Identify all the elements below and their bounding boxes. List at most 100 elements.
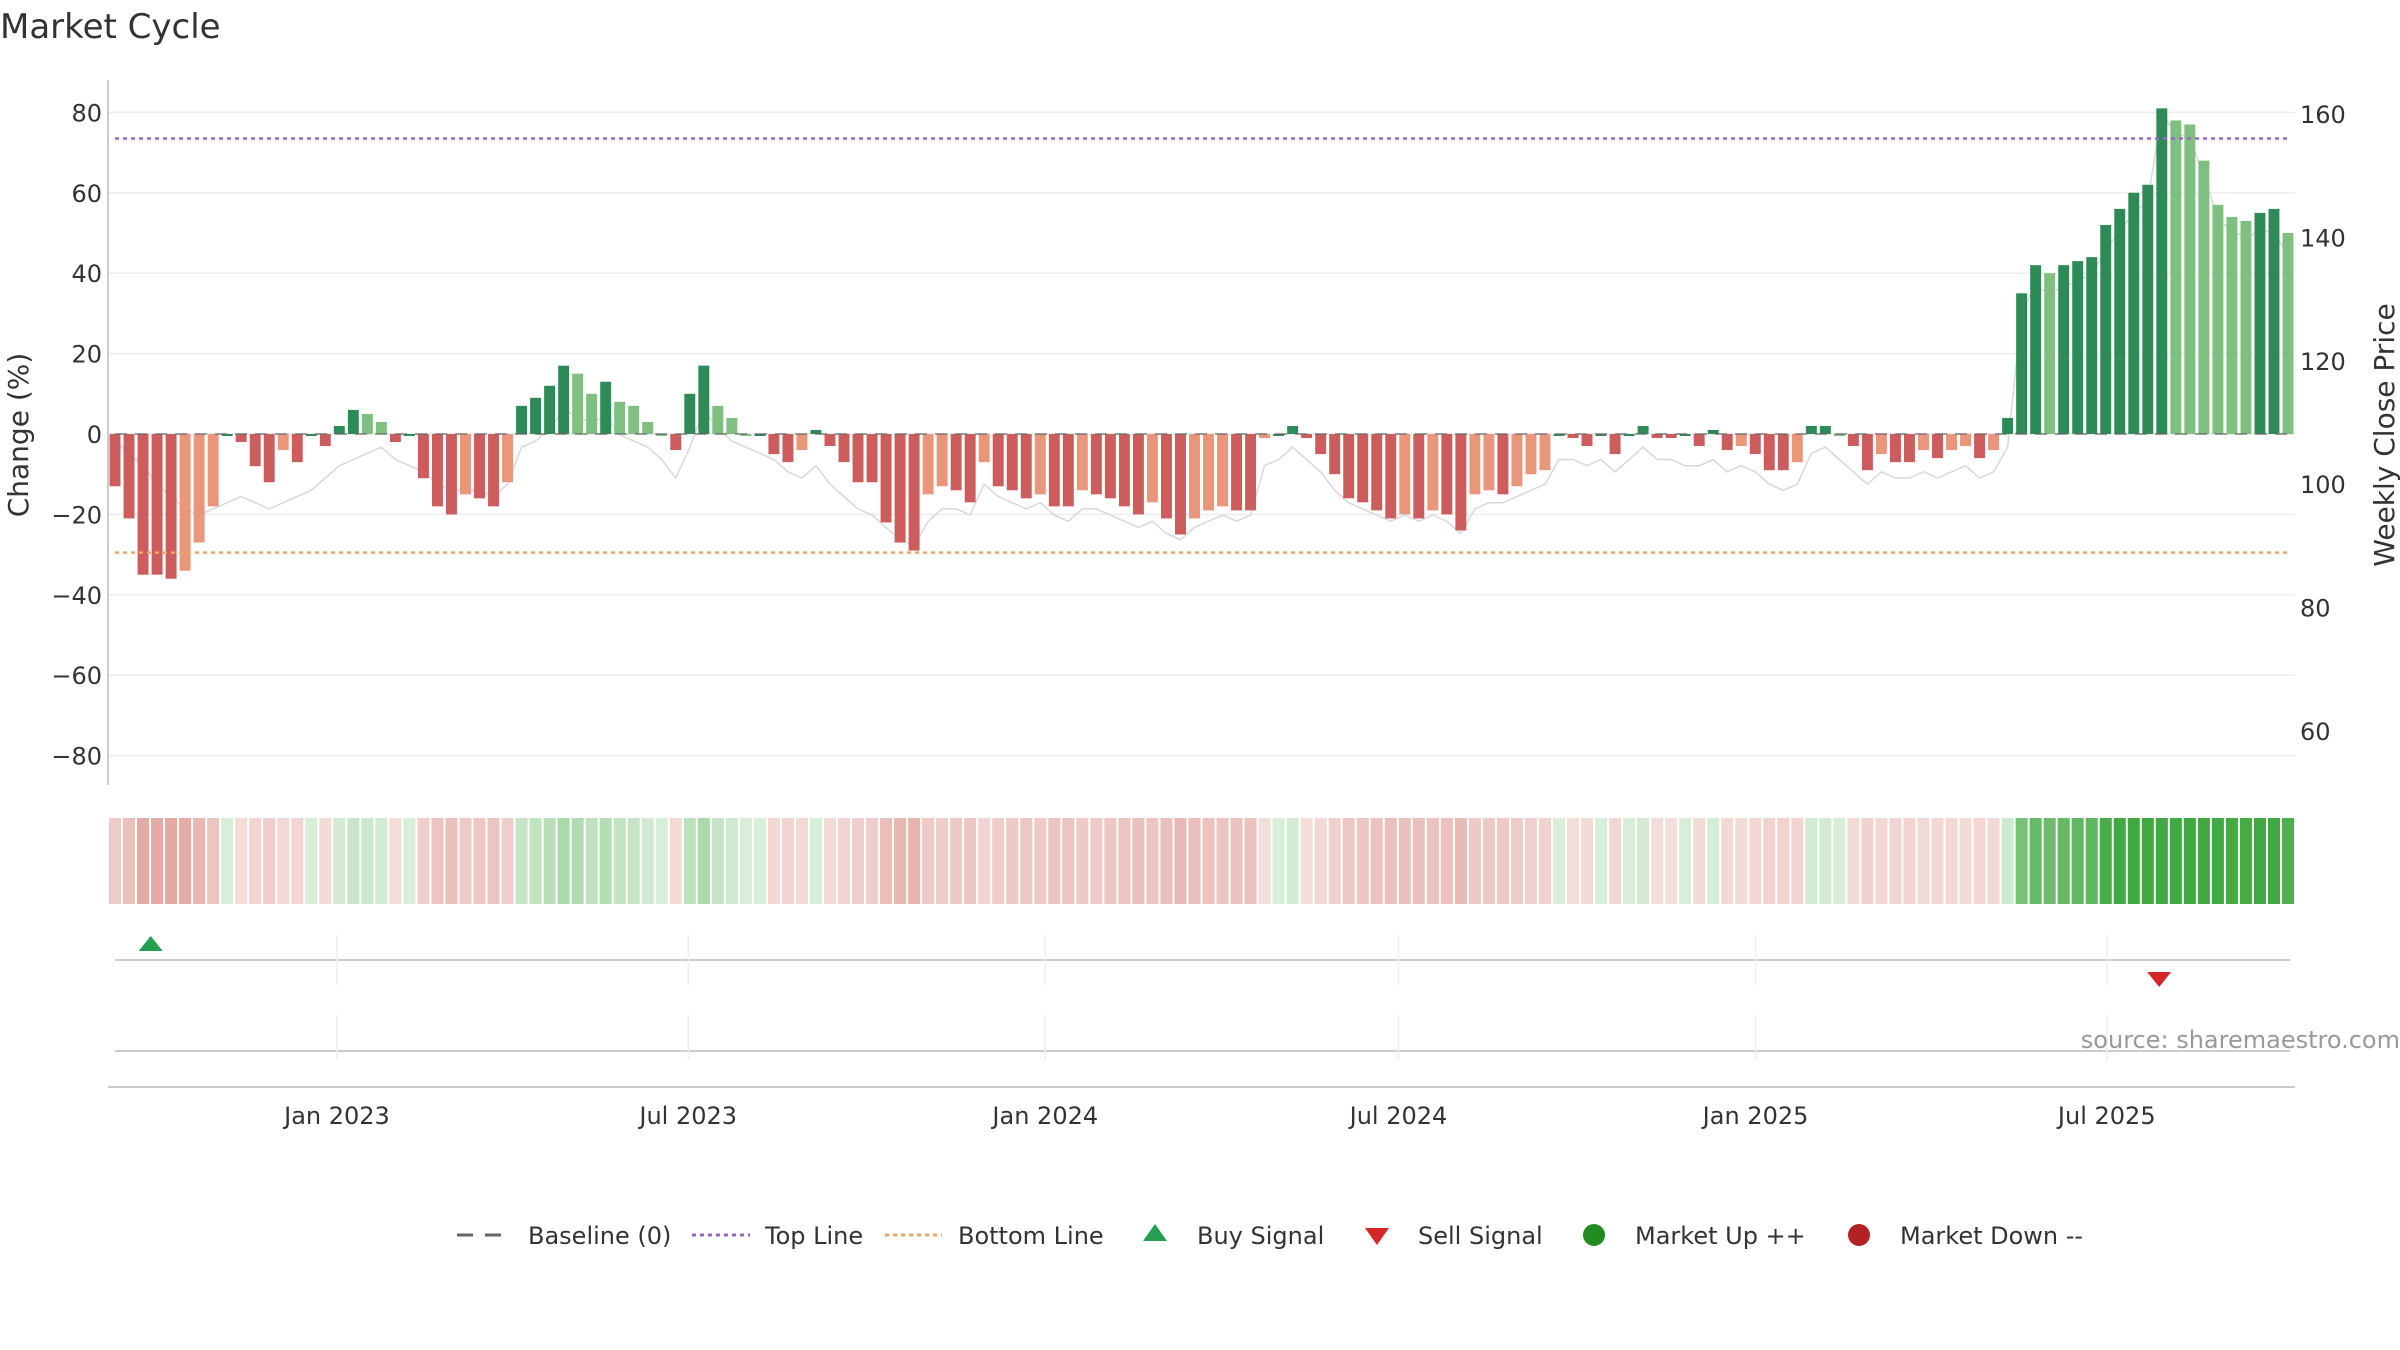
legend-item-bottom-line[interactable]: Bottom Line (885, 1222, 1104, 1250)
strip-cell (1875, 818, 1888, 904)
bar (2030, 265, 2042, 434)
strip-cell (2113, 818, 2126, 904)
bar (810, 429, 822, 434)
bar (2212, 204, 2224, 434)
bar (1735, 434, 1747, 447)
strip-cell (417, 818, 430, 904)
bar (516, 405, 528, 434)
strip-cell (1300, 818, 1313, 904)
strip-cell (753, 818, 766, 904)
legend-item-baseline[interactable]: Baseline (0) (457, 1222, 671, 1250)
bar (768, 434, 780, 455)
bars-layer (109, 108, 2294, 579)
bar (950, 434, 962, 491)
strip-cell (880, 818, 893, 904)
strip-cell (1903, 818, 1916, 904)
strip-cell (291, 818, 304, 904)
bar (2100, 224, 2112, 434)
legend-item-sell-signal[interactable]: Sell Signal (1365, 1222, 1543, 1250)
bar (1455, 434, 1467, 531)
bar (1048, 434, 1060, 507)
bar (796, 434, 808, 451)
strip-cell (2029, 818, 2042, 904)
right-tick-label: 140 (2300, 224, 2346, 252)
bar (1539, 434, 1551, 471)
bar (600, 381, 612, 434)
bar (291, 434, 303, 463)
bar (474, 434, 485, 499)
legend-item-market-down[interactable]: Market Down -- (1848, 1222, 2083, 1250)
bar (1076, 434, 1088, 491)
strip-cell (1973, 818, 1986, 904)
bar (1749, 434, 1761, 455)
legend-label-market-up: Market Up ++ (1635, 1222, 1806, 1250)
strip-cell (1146, 818, 1159, 904)
strip-cell (1454, 818, 1467, 904)
strip-cell (1889, 818, 1902, 904)
strip-cell (1244, 818, 1257, 904)
bar (1189, 434, 1200, 519)
strip-cell (655, 818, 668, 904)
strip-cell (2225, 818, 2238, 904)
bar (2254, 212, 2266, 434)
left-tick-label: −40 (51, 582, 102, 610)
strip-cell (2001, 818, 2014, 904)
strip-cell (1679, 818, 1692, 904)
bar (1918, 434, 1929, 451)
bar (389, 434, 401, 443)
left-tick-label: 40 (71, 260, 102, 288)
legend-item-top-line[interactable]: Top Line (692, 1222, 863, 1250)
bar (726, 417, 738, 434)
strip-cell (1833, 818, 1846, 904)
bar (838, 434, 850, 463)
bar (431, 434, 443, 507)
strip-cell (1426, 818, 1439, 904)
x-tick-label: Jul 2023 (637, 1102, 737, 1130)
strip-cell (1931, 818, 1944, 904)
strip-cell (1216, 818, 1229, 904)
strip-cell (1595, 818, 1608, 904)
right-tick-label: 80 (2300, 595, 2331, 623)
bar (1231, 434, 1243, 511)
bar (852, 434, 864, 483)
strip-cell (669, 818, 682, 904)
bar (1104, 434, 1116, 499)
strip-cell (1735, 818, 1748, 904)
strip-cell (683, 818, 696, 904)
strip-cell (529, 818, 542, 904)
bar (1861, 434, 1873, 471)
bar (488, 434, 499, 507)
strip-cell (2197, 818, 2210, 904)
strip-cell (1945, 818, 1958, 904)
strip-cell (894, 818, 907, 904)
bar (922, 434, 934, 495)
legend-item-buy-signal[interactable]: Buy Signal (1143, 1222, 1324, 1250)
bar (1819, 425, 1831, 434)
bar (1623, 434, 1635, 436)
strip-cell (1468, 818, 1481, 904)
bar (1245, 434, 1257, 511)
bar (1763, 434, 1775, 471)
bar (179, 434, 191, 571)
strip-cell (1230, 818, 1243, 904)
bar (936, 434, 948, 487)
strip-cell (137, 818, 150, 904)
bar (1427, 434, 1439, 511)
strip-cell (767, 818, 780, 904)
bar (151, 434, 163, 575)
legend-item-market-up[interactable]: Market Up ++ (1583, 1222, 1806, 1250)
strip-cell (1132, 818, 1145, 904)
strip-cell (1174, 818, 1187, 904)
bar (670, 434, 682, 451)
bar (1988, 434, 2000, 451)
bar (684, 393, 696, 434)
bar (1707, 429, 1719, 434)
strip-cell (1777, 818, 1790, 904)
bar (1287, 425, 1299, 434)
bar (614, 401, 626, 434)
bar (530, 397, 542, 434)
bar (2114, 208, 2126, 434)
strip-cell (403, 818, 416, 904)
strip-cell (1566, 818, 1580, 904)
bar (333, 425, 345, 434)
